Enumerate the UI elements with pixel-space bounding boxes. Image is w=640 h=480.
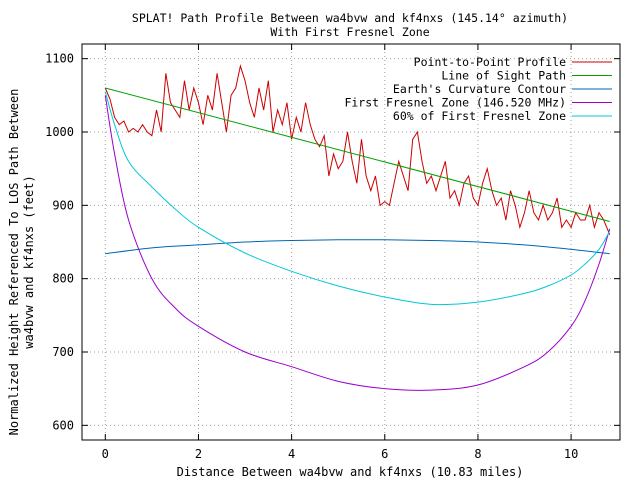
chart-subtitle: With First Fresnel Zone <box>270 25 429 39</box>
legend-label-earth-s-curvature-contour: Earth's Curvature Contour <box>393 82 566 96</box>
legend-label-first-fresnel-zone-146-520-mhz: First Fresnel Zone (146.520 MHz) <box>344 96 566 110</box>
ticks: 0 2 4 6 8 10 600 700 800 900 1000 1100 <box>45 44 620 461</box>
series-group <box>104 64 611 391</box>
y-tick-label: 1000 <box>45 125 74 139</box>
series-line-earth-s-curvature-contour <box>105 239 610 255</box>
x-tick-label: 6 <box>381 447 388 461</box>
series-line-line-of-sight-path <box>105 87 610 222</box>
grid <box>82 44 620 440</box>
x-tick-label: 4 <box>288 447 295 461</box>
legend-label-point-to-point-profile: Point-to-Point Profile <box>414 55 566 69</box>
y-axis-label-line1: Normalized Height Referenced To LOS Path… <box>7 89 21 436</box>
y-tick-label: 800 <box>52 272 74 286</box>
plot-frame <box>81 43 621 441</box>
x-axis-label: Distance Between wa4bvw and kf4nxs (10.8… <box>177 465 524 479</box>
chart-title: SPLAT! Path Profile Between wa4bvw and k… <box>132 11 568 25</box>
x-tick-label: 0 <box>102 447 109 461</box>
series-line-first-fresnel-zone-146-520-mhz <box>104 95 611 391</box>
series-line-60-of-first-fresnel-zone <box>104 91 611 306</box>
y-axis-label-line2: wa4bvw and kf4nxs (feet) <box>22 175 36 348</box>
legend-label-60-of-first-fresnel-zone: 60% of First Fresnel Zone <box>393 109 566 123</box>
axes <box>81 43 621 441</box>
x-tick-label: 2 <box>195 447 202 461</box>
y-tick-label: 600 <box>52 418 74 432</box>
x-tick-label: 10 <box>564 447 578 461</box>
y-tick-label: 700 <box>52 345 74 359</box>
y-tick-label: 900 <box>52 198 74 212</box>
y-tick-label: 1100 <box>45 52 74 66</box>
x-tick-label: 8 <box>474 447 481 461</box>
legend-label-line-of-sight-path: Line of Sight Path <box>441 69 566 83</box>
